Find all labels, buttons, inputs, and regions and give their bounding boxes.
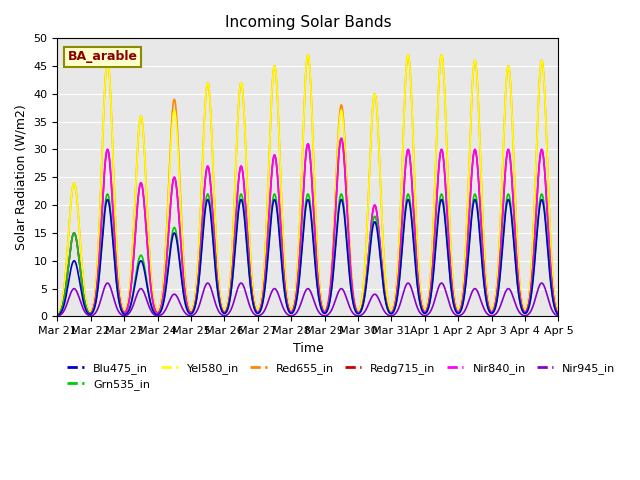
Title: Incoming Solar Bands: Incoming Solar Bands xyxy=(225,15,391,30)
Text: BA_arable: BA_arable xyxy=(67,50,138,63)
X-axis label: Time: Time xyxy=(292,342,323,355)
Y-axis label: Solar Radiation (W/m2): Solar Radiation (W/m2) xyxy=(15,105,28,250)
Legend: Blu475_in, Grn535_in, Yel580_in, Red655_in, Redg715_in, Nir840_in, Nir945_in: Blu475_in, Grn535_in, Yel580_in, Red655_… xyxy=(63,358,620,395)
